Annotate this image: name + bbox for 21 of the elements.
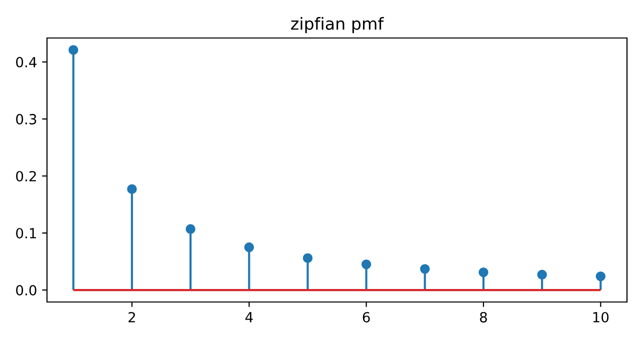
point — [127, 184, 137, 194]
x-tick-label: 4 — [245, 312, 253, 322]
y-tick-label: 0.0 — [16, 284, 36, 296]
x-tick-label: 2 — [128, 312, 135, 322]
point — [420, 264, 430, 274]
y-tick-label: 0.2 — [16, 170, 36, 182]
y-tick-label: 0.3 — [16, 114, 36, 124]
point — [361, 260, 372, 270]
point — [596, 271, 606, 282]
chart-title: zipfian pmf — [291, 17, 384, 34]
point — [68, 45, 78, 55]
point — [302, 253, 313, 263]
point — [537, 270, 547, 280]
y-tick-label: 0.1 — [16, 228, 36, 238]
x-tick-label: 6 — [362, 312, 370, 322]
point — [244, 242, 254, 252]
point — [186, 224, 196, 234]
x-tick-label: 10 — [593, 312, 609, 322]
x-tick-label: 8 — [480, 312, 487, 322]
y-tick-label: 0.4 — [16, 56, 36, 68]
point — [478, 267, 488, 278]
